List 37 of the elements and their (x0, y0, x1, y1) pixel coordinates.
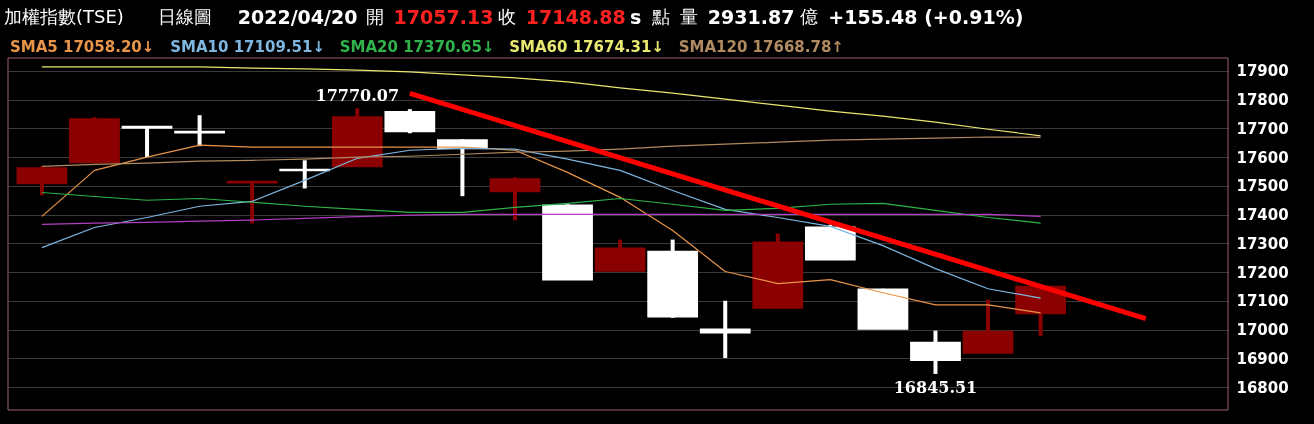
y-tick-label: 17100 (1236, 292, 1289, 311)
line-series (41, 191, 1042, 224)
y-tick-label: 17000 (1236, 321, 1289, 340)
line-series (41, 66, 1042, 137)
y-tick-label: 17600 (1236, 148, 1289, 167)
line-series (41, 213, 1042, 225)
y-tick-label: 17500 (1236, 177, 1289, 196)
text: 17148.88 (525, 6, 626, 28)
chart-subtitle: 日線圖 (157, 6, 212, 27)
text: SMA120 17668.78↑ (678, 38, 844, 56)
y-tick-label: 16800 (1236, 378, 1289, 397)
text: 量 (679, 6, 698, 27)
text: 收 (497, 6, 516, 27)
text: 17057.13 (393, 6, 494, 28)
y-tick-label: 17200 (1236, 263, 1289, 282)
y-tick-label: 17700 (1236, 119, 1289, 138)
series-label: SMA60 17674.31↓ (509, 38, 664, 56)
text: SMA10 17109.51↓ (170, 38, 325, 56)
candlestick (121, 125, 173, 158)
text: 開 (365, 6, 384, 27)
text: SMA20 17370.65↓ (339, 38, 495, 56)
line-series (41, 136, 1042, 167)
text: 2931.87 (707, 6, 795, 28)
text: 點 (650, 6, 670, 27)
y-tick-label: 16900 (1236, 349, 1289, 368)
chart-title: 加權指數(TSE) (4, 6, 124, 27)
y-tick-label: 17900 (1236, 62, 1289, 81)
y-tick-label: 17300 (1236, 234, 1289, 253)
y-tick-label: 17800 (1236, 91, 1289, 110)
text: s (630, 6, 642, 28)
text: 2022/04/20 (237, 6, 358, 28)
text: SMA5 17058.20↓ (10, 38, 155, 56)
annotation: 17770.07 (315, 86, 400, 106)
text: +155.48 (+0.91%) (828, 6, 1024, 28)
y-tick-label: 17400 (1236, 206, 1289, 225)
text: 億 (800, 6, 819, 27)
annotation: 16845.51 (893, 377, 978, 397)
